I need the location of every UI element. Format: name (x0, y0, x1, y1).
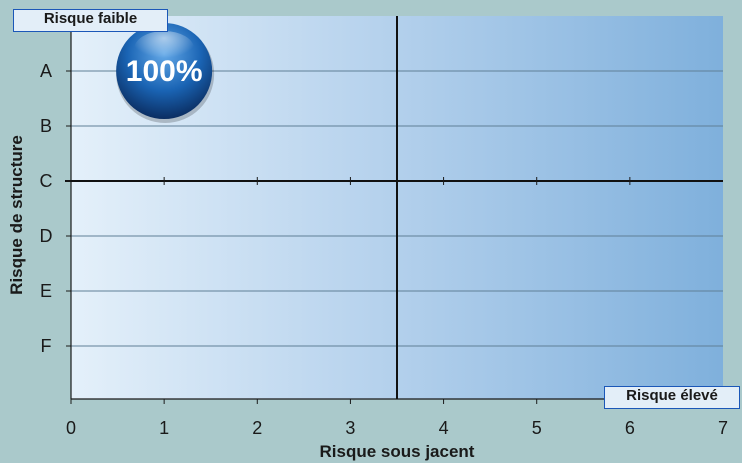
point-label: 100% (126, 55, 203, 88)
y-label-A: A (40, 61, 52, 81)
y-label-F: F (41, 336, 52, 356)
point-highlight (134, 31, 195, 67)
high-risk-label: Risque élevé (604, 386, 740, 409)
x-tick-label-1: 1 (159, 418, 169, 438)
x-tick-label-3: 3 (345, 418, 355, 438)
data-points: 100% (116, 23, 215, 123)
quadrant-dividers (65, 16, 723, 399)
x-tick-label-0: 0 (66, 418, 76, 438)
x-tick-label-6: 6 (625, 418, 635, 438)
y-label-E: E (40, 281, 52, 301)
x-tick-label-4: 4 (439, 418, 449, 438)
y-label-C: C (40, 171, 53, 191)
low-risk-label: Risque faible (13, 9, 168, 32)
x-tick-label-7: 7 (718, 418, 728, 438)
y-label-B: B (40, 116, 52, 136)
x-tick-labels: 0 1 2 3 4 5 6 7 (66, 418, 728, 438)
x-axis-title: Risque sous jacent (320, 442, 475, 461)
y-label-D: D (40, 226, 53, 246)
data-point-1: 100% (116, 23, 215, 123)
y-axis-title: Risque de structure (7, 135, 26, 295)
x-tick-label-5: 5 (532, 418, 542, 438)
y-category-labels: A B C D E F (40, 61, 53, 356)
x-tick-label-2: 2 (252, 418, 262, 438)
